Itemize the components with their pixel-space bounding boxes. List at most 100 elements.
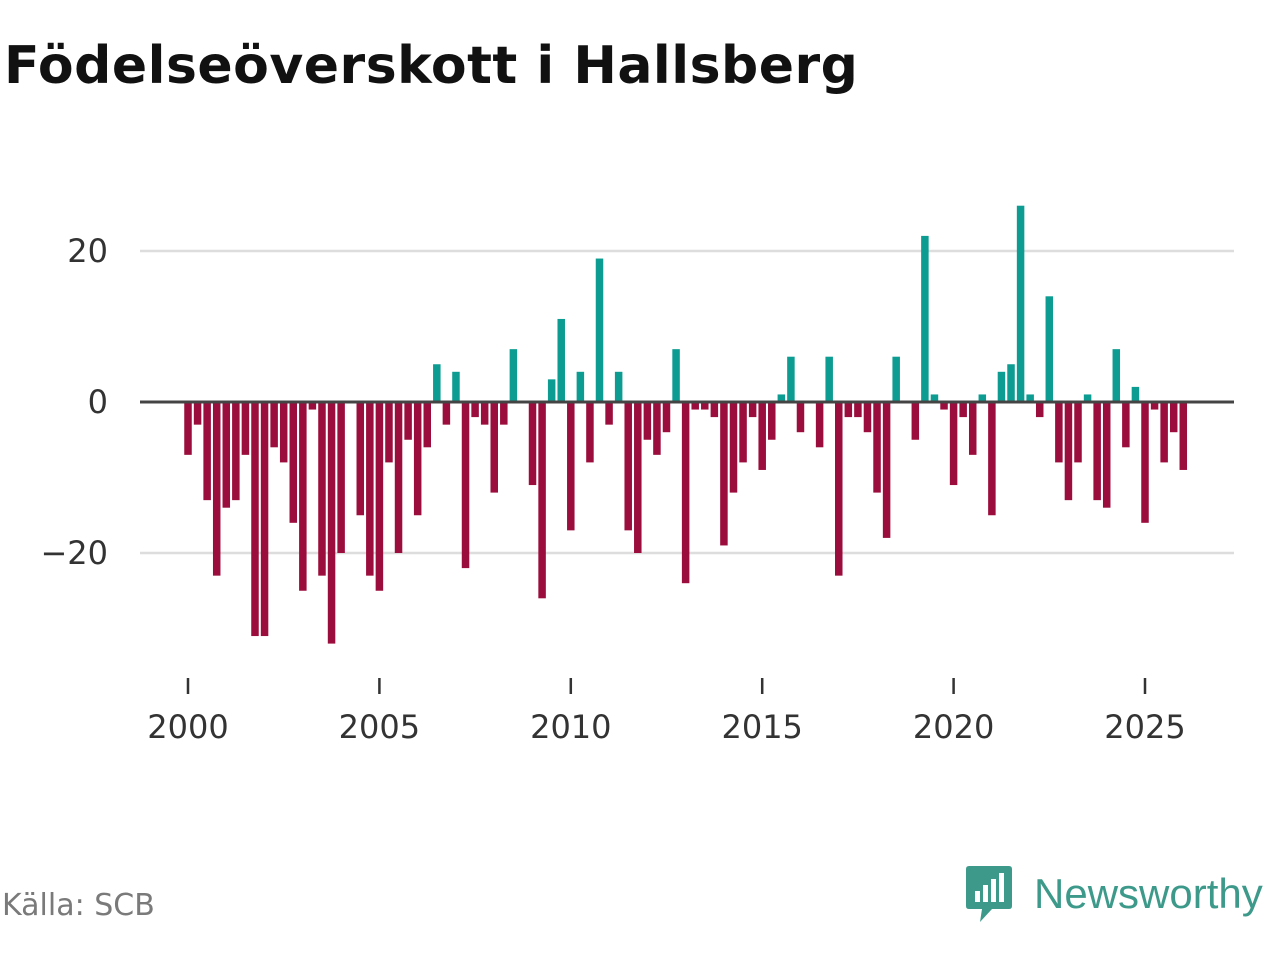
bar	[777, 394, 786, 402]
bar	[471, 402, 479, 418]
bar	[318, 402, 326, 576]
bar	[835, 402, 843, 576]
bar	[1093, 402, 1101, 501]
bar	[921, 235, 929, 402]
y-axis-ticks: 20 0 −20	[40, 232, 108, 572]
bar	[538, 402, 546, 599]
bar	[385, 402, 393, 463]
bar	[825, 356, 833, 402]
bar	[720, 402, 728, 546]
bar	[653, 402, 661, 455]
bar	[940, 402, 948, 410]
bar	[701, 402, 709, 410]
brand-name: Newsworthy	[1034, 870, 1263, 917]
bar	[873, 402, 881, 493]
bar	[279, 402, 288, 463]
bar	[1026, 394, 1034, 402]
bar	[212, 402, 221, 576]
bar	[490, 402, 498, 493]
bar	[681, 402, 690, 584]
bar	[193, 402, 202, 425]
bar	[595, 258, 604, 402]
bar	[366, 402, 374, 576]
bar	[787, 356, 795, 402]
bar	[1055, 402, 1063, 463]
bar	[854, 402, 862, 418]
bar	[1083, 394, 1092, 402]
bar	[442, 402, 451, 425]
bar	[1150, 402, 1159, 410]
bar	[796, 402, 805, 433]
bar	[634, 402, 642, 553]
y-tick-label: −20	[40, 534, 108, 572]
bar	[1122, 402, 1130, 448]
bar	[624, 402, 632, 531]
bar	[1160, 402, 1168, 463]
newsworthy-logo-icon	[966, 866, 1012, 922]
bar	[251, 402, 259, 637]
bar	[710, 402, 719, 418]
bar	[1141, 402, 1149, 523]
brand-logo[interactable]: Newsworthy	[964, 864, 1263, 924]
bar	[605, 402, 613, 425]
bar	[978, 394, 987, 402]
bar	[375, 402, 384, 591]
x-tick-label: 2010	[530, 708, 611, 746]
bar	[930, 394, 939, 402]
bar	[643, 402, 652, 440]
bar	[729, 402, 738, 493]
bar	[299, 402, 307, 591]
bar	[547, 379, 556, 402]
bar	[576, 371, 585, 402]
bar	[413, 402, 422, 516]
x-tick-label: 2005	[339, 708, 420, 746]
bar	[968, 402, 977, 455]
source-label: Källa: SCB	[2, 888, 155, 923]
bar	[882, 402, 891, 538]
bar	[404, 402, 412, 440]
bar	[222, 402, 231, 508]
bar	[1169, 402, 1178, 433]
bar	[586, 402, 594, 463]
y-tick-label: 20	[67, 232, 108, 270]
bar	[241, 402, 250, 455]
bar	[480, 402, 489, 425]
bar	[394, 402, 403, 553]
bar	[662, 402, 671, 433]
bar	[997, 371, 1006, 402]
bar	[815, 402, 824, 448]
bar	[988, 402, 996, 516]
bar	[844, 402, 853, 418]
bar	[959, 402, 967, 418]
bar	[691, 402, 699, 410]
bar	[1112, 349, 1121, 402]
bar	[452, 371, 460, 402]
bar	[748, 402, 757, 418]
bar	[557, 318, 565, 402]
bar	[892, 356, 900, 402]
bar	[308, 402, 317, 410]
bar	[423, 402, 431, 448]
bars	[184, 205, 1188, 644]
bar	[1179, 402, 1188, 470]
bar	[1007, 364, 1015, 402]
x-tick-label: 2000	[147, 708, 228, 746]
bar	[1102, 402, 1111, 508]
bar	[337, 402, 345, 553]
bar	[327, 402, 336, 644]
x-axis-ticks: 2000 2005 2010 2015 2020 2025	[147, 678, 1186, 746]
bar	[567, 402, 575, 531]
bar	[433, 364, 441, 402]
bar	[1131, 386, 1140, 402]
bar	[528, 402, 537, 486]
bar	[232, 402, 240, 501]
x-tick-label: 2015	[721, 708, 802, 746]
x-tick-label: 2020	[913, 708, 994, 746]
bar	[1045, 296, 1054, 402]
chart-title: Födelseöverskott i Hallsberg	[4, 36, 859, 96]
y-tick-label: 0	[88, 383, 108, 421]
x-tick-label: 2025	[1104, 708, 1185, 746]
bar	[672, 349, 680, 402]
bar	[1016, 205, 1025, 402]
